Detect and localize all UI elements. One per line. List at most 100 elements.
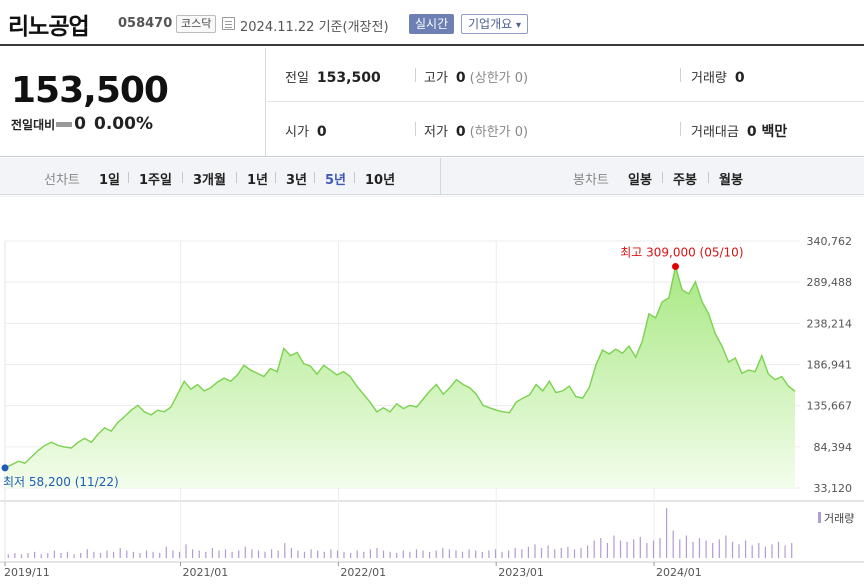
volume-bar: [745, 540, 747, 558]
high-marker: [672, 263, 680, 271]
x-tick-label: 2019/11: [4, 566, 50, 579]
volume-bar: [126, 550, 128, 558]
volume-bar: [712, 543, 714, 558]
volume-bar: [777, 541, 780, 559]
volume-bar: [652, 540, 655, 558]
volume-bar: [639, 536, 641, 559]
volume-bar: [521, 549, 523, 559]
volume-bar: [14, 553, 16, 558]
volume-bar: [172, 550, 174, 558]
volume-bar: [442, 548, 444, 558]
stock-code: 058470: [118, 16, 173, 31]
y-tick-label: 33,120: [814, 482, 853, 495]
volume-bar: [113, 551, 115, 559]
volume-bar: [567, 546, 569, 559]
volume-bar: [659, 538, 661, 558]
y-tick-label: 340,762: [807, 235, 853, 248]
change-label: 전일대비: [11, 118, 56, 132]
volume-bar: [198, 550, 200, 558]
y-tick-label: 186,941: [807, 359, 853, 372]
volume-bar: [435, 550, 437, 558]
volume-bar: [363, 551, 365, 559]
period-1y[interactable]: 1년: [247, 173, 269, 188]
period-3y[interactable]: 3년: [286, 173, 308, 188]
volume-bar: [47, 553, 49, 558]
volume-bar: [271, 549, 273, 559]
volume-bar: [764, 546, 766, 559]
volume-bar: [698, 538, 701, 558]
volume-bar: [448, 549, 450, 559]
volume-bar: [527, 546, 529, 559]
period-3m[interactable]: 3개월: [193, 173, 226, 188]
day-high: 고가 0 (상한가 0): [424, 70, 529, 86]
volume-bar: [251, 549, 253, 559]
price-line: [4, 266, 796, 469]
market-badge: 코스닥: [176, 15, 217, 33]
period-1d[interactable]: 1일: [99, 173, 121, 188]
volume-bars: 거래량: [7, 508, 854, 559]
volume-bar: [409, 551, 411, 559]
volume-bar: [738, 544, 740, 559]
period-bar: 선차트 1일 1주일 3개월 1년 3년 5년 10년 봉차트 일봉 주봉 월봉: [0, 158, 864, 195]
stock-name: 리노공업: [8, 14, 90, 40]
volume-bar: [382, 550, 385, 558]
volume-bar: [119, 548, 121, 558]
y-axis: 340,762 289,488 238,214 186,941 135,667 84,39…: [807, 235, 853, 495]
volume-bar: [336, 550, 339, 558]
period-5y[interactable]: 5년: [325, 173, 347, 188]
volume-bar: [350, 553, 352, 558]
price-area: [5, 266, 795, 488]
volume-bar: [376, 548, 378, 558]
candle-monthly[interactable]: 월봉: [719, 173, 743, 188]
trade-amount: 거래대금 0 백만: [691, 124, 788, 140]
stock-header: 리노공업 058470 코스닥 2024.11.22 기준(개장전) 실시간 기…: [0, 0, 864, 46]
basis-date: 2024.11.22 기준(개장전): [240, 20, 389, 35]
volume-bar: [139, 553, 141, 558]
volume-bar: [53, 550, 55, 558]
volume-bar: [152, 551, 154, 559]
period-10y[interactable]: 10년: [365, 173, 396, 188]
candle-weekly[interactable]: 주봉: [673, 173, 697, 188]
price-change: 전일대비 0 0.00%: [11, 114, 153, 134]
volume-bar: [303, 551, 306, 559]
volume-bar: [415, 549, 418, 559]
volume-bar: [508, 550, 510, 558]
y-tick-label: 84,394: [814, 441, 853, 454]
volume-bar: [86, 549, 88, 559]
y-tick-label: 289,488: [807, 276, 853, 289]
volume-bar: [540, 548, 543, 558]
volume-bar: [145, 550, 148, 558]
period-1w[interactable]: 1주일: [139, 173, 172, 188]
low-label: 최저 58,200 (11/22): [3, 475, 119, 489]
x-tick-label: 2021/01: [183, 566, 229, 579]
volume-bar: [99, 553, 102, 558]
volume-bar: [224, 549, 227, 559]
volume-bar: [573, 549, 576, 559]
volume-bar: [159, 553, 161, 558]
volume-bar: [106, 550, 108, 558]
volume-bar: [369, 549, 371, 559]
volume-bar: [402, 550, 404, 558]
volume-bar: [619, 540, 622, 558]
volume-bar: [192, 549, 194, 559]
high-label: 최고 309,000 (05/10): [620, 246, 743, 260]
volume-bar: [560, 548, 562, 558]
volume-bar: [93, 551, 95, 559]
volume-bar: [231, 551, 233, 559]
volume-bar: [165, 546, 167, 559]
volume-bar: [80, 553, 82, 558]
volume-bar: [185, 544, 187, 559]
summary-row-2: 시가 0 저가 0 (하한가 0) 거래대금 0 백만: [267, 102, 864, 156]
volume-bar: [692, 541, 694, 559]
company-overview-button[interactable]: 기업개요 ▾: [461, 14, 529, 34]
price-chart-svg: 340,762 289,488 238,214 186,941 135,667 84,39…: [0, 196, 864, 579]
current-price: 153,500: [11, 70, 169, 111]
volume-bar: [606, 543, 608, 558]
candle-daily[interactable]: 일봉: [628, 173, 652, 188]
volume-bar: [666, 508, 668, 558]
realtime-button[interactable]: 실시간: [409, 14, 455, 34]
volume-bar: [626, 541, 628, 559]
volume-legend-label: 거래량: [824, 512, 854, 525]
volume-bar: [218, 550, 220, 558]
volume-bar: [257, 550, 260, 558]
